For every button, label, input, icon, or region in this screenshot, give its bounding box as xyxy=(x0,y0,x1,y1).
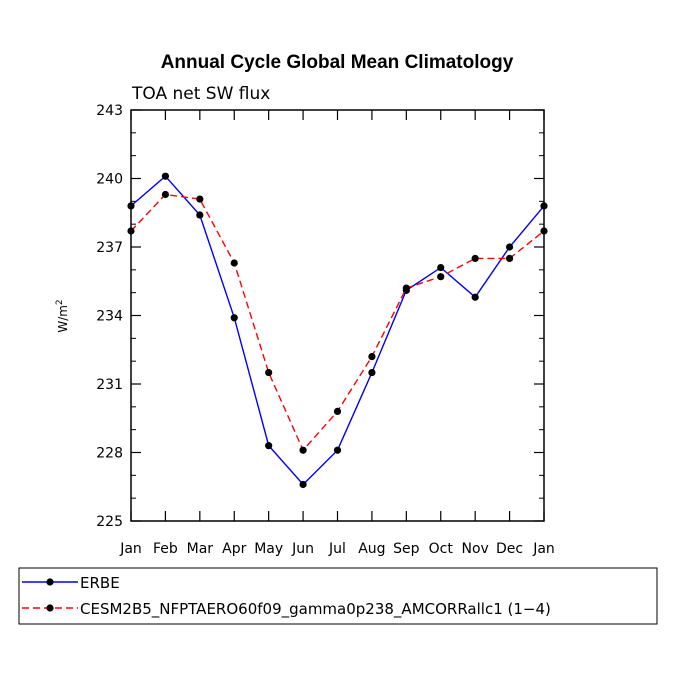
series-1-point xyxy=(505,243,514,251)
legend-label-2: CESM2B5_NFPTAERO60f09_gamma0p238_AMCORRa… xyxy=(80,600,551,619)
series-line-1 xyxy=(130,175,545,486)
series-2-point xyxy=(230,259,238,267)
x-tick-label: Jan xyxy=(532,541,555,557)
x-tick-label: Dec xyxy=(496,541,523,557)
series-2-point xyxy=(265,368,273,377)
x-tick-label: Jun xyxy=(291,541,314,557)
series-1-point xyxy=(368,368,376,377)
y-tick-label: 228 xyxy=(96,446,123,462)
x-tick-label: Aug xyxy=(358,541,385,557)
series-2-point xyxy=(299,446,307,454)
y-tick-label: 231 xyxy=(96,377,123,393)
legend-box xyxy=(18,567,658,625)
y-axis: 225 228 231 234 237 240 243 xyxy=(96,103,544,530)
y-axis-label: W/m2 xyxy=(55,299,70,332)
x-tick-label: Oct xyxy=(429,541,454,557)
series-1-point xyxy=(471,293,479,301)
y-tick-label: 225 xyxy=(96,514,123,530)
x-tick-label: Sep xyxy=(393,541,420,557)
series-2-point xyxy=(471,254,479,263)
x-tick-label: Jan xyxy=(119,541,142,557)
series-2-point xyxy=(437,273,445,281)
series-2-point xyxy=(161,190,170,199)
series-1-point xyxy=(540,202,548,210)
legend-marker-2 xyxy=(46,604,54,612)
x-tick-label: Mar xyxy=(187,541,214,557)
legend-marker-1 xyxy=(46,578,54,586)
series-1-point xyxy=(196,211,204,219)
plot-frame xyxy=(130,109,545,522)
series-1-point xyxy=(230,314,238,322)
series-1-point xyxy=(127,202,135,210)
series-2-point xyxy=(540,227,548,235)
series-layer xyxy=(127,172,548,489)
chart-title: Annual Cycle Global Mean Climatology xyxy=(161,52,514,73)
series-2-point xyxy=(505,254,514,263)
x-axis: Jan Feb Mar Apr May Jun Jul Aug Sep Oct Nov Dec Jan xyxy=(119,110,555,557)
y-tick-label: 234 xyxy=(96,309,123,325)
series-1-point xyxy=(437,263,445,272)
legend: ERBE CESM2B5_NFPTAERO60f09_gamma0p238_AMC… xyxy=(22,574,551,619)
x-tick-label: Feb xyxy=(153,541,178,557)
x-tick-label: Nov xyxy=(462,541,489,557)
series-2-point xyxy=(402,284,410,292)
chart-subtitle: TOA net SW flux xyxy=(131,84,270,104)
series-2-point xyxy=(333,407,342,415)
x-tick-label: Jul xyxy=(328,541,346,557)
x-tick-label: Apr xyxy=(222,541,246,557)
y-tick-label: 243 xyxy=(96,103,123,119)
series-2-point xyxy=(368,353,376,361)
series-2-point xyxy=(196,195,204,203)
series-1-point xyxy=(333,446,342,454)
y-tick-label: 237 xyxy=(96,240,123,256)
series-2-point xyxy=(127,227,135,235)
x-tick-label: May xyxy=(254,541,283,557)
series-1-point xyxy=(299,480,307,489)
legend-label-1: ERBE xyxy=(80,574,120,592)
y-tick-label: 240 xyxy=(96,172,123,188)
series-1-point xyxy=(161,172,170,180)
series-1-point xyxy=(265,442,273,450)
